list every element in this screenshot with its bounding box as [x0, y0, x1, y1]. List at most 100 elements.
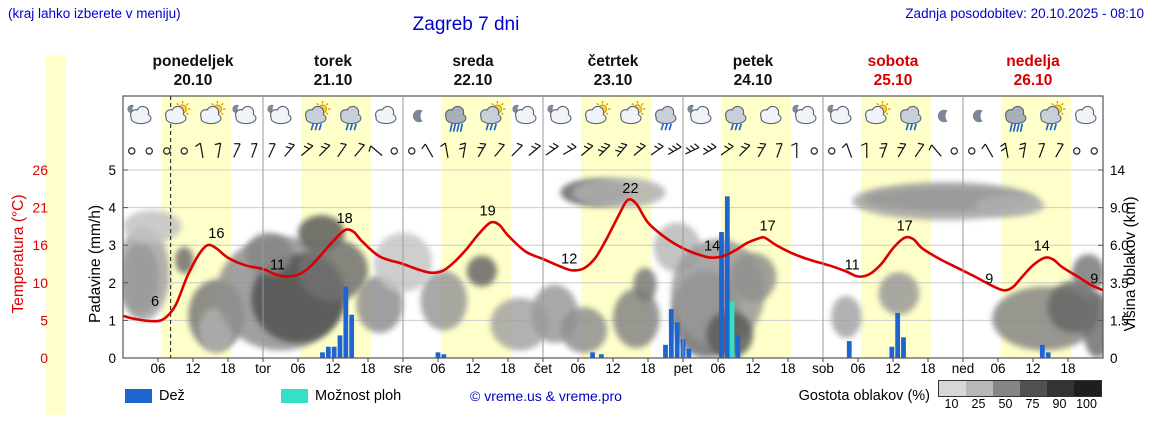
hour-tick-label: 18 [360, 361, 375, 376]
calm-wind-symbol [128, 147, 136, 155]
hour-tick-label: 18 [220, 361, 235, 376]
temp-label: 14 [704, 239, 720, 255]
hour-tick-label: 18 [780, 361, 795, 376]
wind-barb [633, 145, 646, 156]
cloud-layer [123, 177, 1103, 358]
temp-label: 14 [1034, 239, 1050, 255]
rain-bar [668, 309, 674, 358]
day-date: 20.10 [173, 72, 213, 89]
temp-label: 18 [337, 211, 353, 227]
cloud-icon [760, 105, 782, 125]
hour-tick-label: 12 [185, 361, 200, 376]
rain-bar [719, 232, 724, 358]
rain-bar [331, 346, 337, 358]
cloud-blob [174, 246, 194, 274]
day-tick-label: ned [952, 361, 975, 376]
cloud-sun-icon [165, 101, 191, 125]
rain-bar [663, 344, 668, 358]
day-name: nedelja [1006, 53, 1060, 70]
rain-legend-swatch [125, 389, 152, 403]
shower-legend-swatch [281, 389, 308, 403]
cloud-rain-icon [725, 105, 747, 131]
rain-bar [1039, 344, 1045, 358]
cloud-blob [729, 252, 777, 302]
wind-barb [581, 145, 594, 156]
wind-barb [301, 145, 314, 156]
density-cell [1074, 381, 1101, 396]
cloud-blob [831, 295, 862, 338]
hour-tick-label: 12 [465, 361, 480, 376]
wind-barb [370, 145, 383, 156]
cloud-blob [420, 270, 468, 331]
copyright-link[interactable]: © vreme.us & vreme.pro [470, 388, 622, 404]
calm-wind-symbol [810, 147, 818, 155]
day-date: 22.10 [453, 72, 493, 89]
day-tick-label: čet [534, 361, 552, 376]
cloud-height-tick: 14 [1110, 163, 1126, 178]
calm-wind-symbol [145, 147, 153, 155]
cloud-moon-icon [512, 104, 537, 125]
temp-tick: 10 [32, 275, 48, 291]
day-name: četrtek [587, 53, 639, 70]
temp-label: 17 [897, 219, 913, 235]
temp-label: 19 [480, 204, 496, 220]
rain-bar [320, 352, 325, 358]
weather-icons [127, 101, 1097, 132]
cloud-density-label: Gostota oblakov (%) [798, 388, 930, 404]
wind-barb [616, 144, 628, 157]
day-name: torek [314, 53, 352, 70]
day-tick-label: sre [394, 361, 413, 376]
wind-barb [776, 143, 783, 158]
rain-bar [349, 314, 355, 358]
hour-tick-label: 12 [745, 361, 760, 376]
rain-bar [441, 354, 447, 358]
hour-tick-label: 06 [990, 361, 1005, 376]
wind-barb [897, 143, 907, 158]
density-tick-label: 10 [944, 397, 959, 411]
temperature-axis-title: Temperatura (°C) [10, 194, 27, 314]
day-date: 23.10 [593, 72, 633, 89]
calm-wind-symbol [828, 147, 836, 155]
wind-barb [1055, 143, 1064, 158]
cloud-sun-rain-icon [480, 101, 506, 131]
calm-wind-symbol [408, 147, 416, 155]
wind-barb [881, 143, 888, 158]
wind-barb [268, 143, 276, 158]
cloud-rain-icon [900, 105, 922, 131]
calm-wind-symbol [950, 147, 958, 155]
cloud-moon-icon [827, 104, 852, 125]
hour-tick-label: 18 [1060, 361, 1075, 376]
day-header: torek 21.10 [263, 52, 403, 90]
cloud-height-tick: 3.5 [1110, 276, 1129, 291]
wind-barb [845, 143, 853, 158]
precip-tick: 2 [108, 276, 116, 291]
rain-bar [724, 196, 730, 358]
day-tick-label: pet [674, 361, 693, 376]
day-name: ponedeljek [152, 53, 234, 70]
cloud-blob [123, 210, 182, 243]
cloud-height-axis-title: Višina oblakov (km) [1122, 196, 1139, 332]
calm-wind-symbol [390, 147, 398, 155]
temp-label: 9 [985, 271, 993, 287]
wind-barb [984, 143, 994, 158]
hour-tick-label: 12 [325, 361, 340, 376]
calm-wind-symbol [1090, 147, 1098, 155]
wind-barb [757, 143, 767, 158]
cloud-moon-icon [547, 104, 572, 125]
precipitation-bars [320, 196, 1051, 358]
shower-legend-label: Možnost ploh [315, 388, 402, 404]
wind-barb [217, 143, 222, 158]
rain-bar [590, 352, 595, 358]
wind-barb [1038, 143, 1046, 158]
temperature-labels: 6 16 11 18 19 12 22 14 17 11 17 9 14 9 [151, 181, 1098, 310]
temp-label: 22 [622, 181, 638, 197]
cloud-moon-icon [127, 104, 152, 125]
x-axis-labels: 06 12 18 06 12 18 06 12 18 06 12 18 06 12 18 06 12 18 06 12… [150, 358, 1076, 376]
cloud-density-gradient [938, 380, 1102, 397]
hour-tick-label: 18 [500, 361, 515, 376]
rain-bar [598, 354, 604, 358]
rain-bar [674, 322, 680, 358]
density-tick-label: 75 [1025, 397, 1040, 411]
